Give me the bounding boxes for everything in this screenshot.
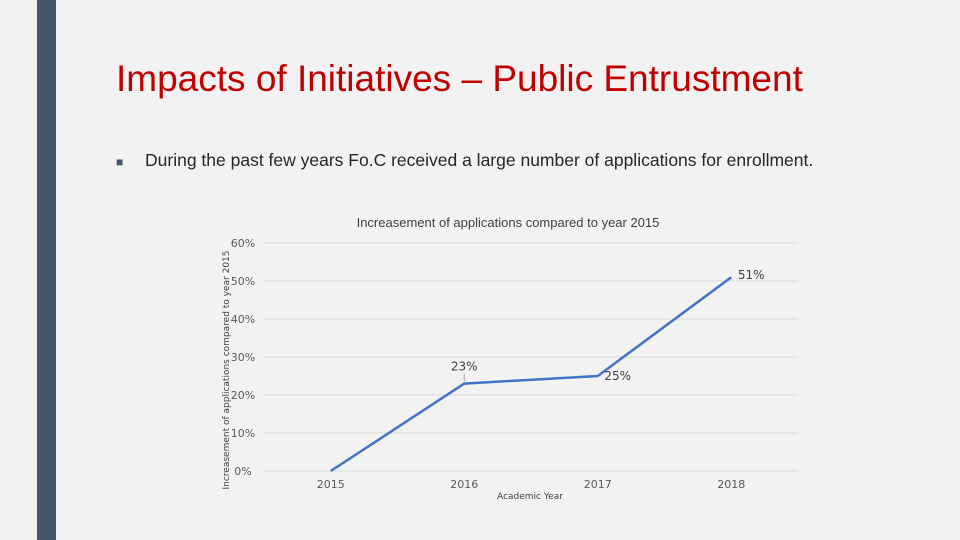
y-axis-title: Increasement of applications compared to… [222, 250, 232, 489]
series-group [330, 276, 732, 473]
y-tick-label: 50% [231, 275, 255, 288]
chart-title: Increasement of applications compared to… [357, 215, 660, 230]
slide-title: Impacts of Initiatives – Public Entrustm… [116, 58, 803, 99]
y-axis-ticks: 0% 10% 20% 30% 40% 50% 60% [231, 237, 255, 478]
x-tick-label: 2018 [717, 478, 745, 491]
data-label: 25% [604, 369, 631, 383]
y-tick-label: 30% [231, 351, 255, 364]
gridlines [264, 242, 798, 472]
y-tick-label: 40% [231, 313, 255, 326]
x-tick-label: 2015 [317, 478, 345, 491]
data-label: 23% [451, 360, 478, 374]
y-tick-label: 60% [231, 237, 255, 250]
x-axis-title: Academic Year [497, 492, 563, 502]
y-tick-label: 10% [231, 427, 255, 440]
data-labels: 23% 25% 51% [451, 268, 765, 383]
side-accent-bar [37, 0, 56, 540]
x-tick-label: 2017 [584, 478, 612, 491]
series-line [330, 276, 732, 473]
y-tick-label: 0% [234, 465, 251, 478]
square-bullet-icon: ■ [116, 155, 124, 169]
y-tick-label: 20% [231, 389, 255, 402]
x-axis-ticks: 2015 2016 2017 2018 [317, 478, 746, 491]
data-label: 51% [738, 268, 765, 282]
x-tick-label: 2016 [450, 478, 478, 491]
bullet-text: During the past few years Fo.C received … [145, 150, 814, 170]
